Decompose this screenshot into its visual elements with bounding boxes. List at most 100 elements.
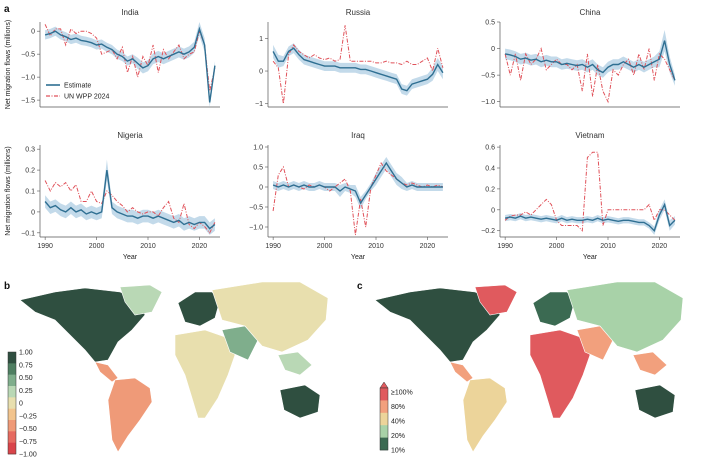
chart-russia: Russia 1 0 −1 [255, 8, 448, 108]
colorbar-b-tick-label: 0.50 [19, 375, 33, 382]
chart-vietnam: Vietnam 0.6 0.4 0.2 0 −0.2 1990 2000 2010 2020 Yea… [481, 131, 680, 261]
y-tick-label: 0 [491, 46, 495, 53]
y-tick-label: −0.5 [249, 205, 263, 212]
colorbar-b-tick-label: 0.25 [19, 388, 33, 395]
europe-landmass [532, 291, 576, 327]
y-tick-label: 0.5 [253, 165, 263, 172]
y-tick-label: −1.0 [21, 75, 35, 82]
chart-title: Vietnam [575, 131, 605, 140]
colorbar-b-swatch [8, 420, 16, 432]
series-estimate-line [504, 40, 676, 81]
colorbar-b-tick-label: −0.50 [19, 426, 37, 433]
greenland-landmass [474, 284, 518, 316]
x-tick-label: 2000 [549, 243, 565, 250]
chart-china: China 0.5 0 −0.5 −1.0 [481, 8, 680, 108]
estimate-uncertainty-band [273, 43, 443, 96]
colorbar-c-swatch [380, 425, 388, 438]
australia-landmass [634, 384, 676, 419]
y-tick-label: −1 [255, 101, 263, 108]
y-tick-label: 0 [31, 209, 35, 216]
y-axis-label: Net migration flows (millions) [5, 146, 12, 235]
greenland-landmass [119, 284, 163, 316]
y-tick-label: 0.4 [485, 166, 495, 173]
middle-east-landmass [221, 325, 259, 361]
chart-title: China [580, 8, 601, 17]
x-tick-label: 2000 [317, 243, 333, 250]
colorbar-b-tick-label: 1.00 [19, 350, 33, 357]
y-tick-label: 1.0 [253, 145, 263, 152]
x-tick-label: 1990 [497, 243, 513, 250]
panel-letter-b: b [4, 281, 10, 292]
series-un-wpp-2024-line [504, 151, 676, 232]
colorbar-c-extend-arrow [379, 381, 389, 389]
x-tick-label: 2020 [192, 243, 208, 250]
chart-iraq: Iraq 1.0 0.5 0 −0.5 −1.0 1990 2000 2010 2020 Year [249, 131, 448, 261]
x-axis-label: Year [123, 254, 138, 261]
series-estimate-line [504, 202, 676, 233]
legend-wpp-label: UN WPP 2024 [64, 94, 109, 101]
panel-letter-a: a [4, 4, 10, 15]
middle-east-landmass [576, 325, 614, 361]
series-un-wpp-2024-line [504, 47, 676, 104]
colorbar-c-tick-label: ≥100% [391, 390, 413, 397]
north-america-landmass [374, 287, 501, 363]
charts-panel-a: India 0 −0.5 −1.0 −1.5 Net migration flows (m… [5, 8, 680, 261]
chart-title: Iraq [351, 131, 365, 140]
africa-landmass [174, 329, 236, 419]
estimate-uncertainty-band [505, 199, 675, 235]
y-axis-label: Net migration flows (millions) [5, 20, 12, 109]
colorbar-b-swatch [8, 352, 16, 364]
colorbar-b-tick-label: 0.75 [19, 362, 33, 369]
legend: Estimate UN WPP 2024 [46, 83, 109, 101]
panel-letter-c: c [357, 281, 363, 292]
south-america-landmass [462, 377, 508, 453]
x-axis-label: Year [583, 254, 598, 261]
colorbar-b-swatch [8, 363, 16, 375]
y-tick-label: 0 [491, 207, 495, 214]
colorbar-c-tick-label: 40% [391, 419, 405, 426]
colorbar-b-tick-label: −0.25 [19, 413, 37, 420]
estimate-uncertainty-band [45, 22, 215, 107]
colorbar-c-swatch [380, 400, 388, 414]
colorbar-c-frame [379, 387, 389, 451]
y-tick-label: 1 [259, 36, 263, 43]
y-tick-label: −0.1 [21, 230, 35, 237]
asia-landmass [211, 281, 329, 353]
y-tick-label: −0.5 [21, 52, 35, 59]
y-tick-label: 0.2 [485, 186, 495, 193]
y-tick-label: 0 [259, 69, 263, 76]
chart-title: India [121, 8, 139, 17]
southeast-asia-landmass [632, 351, 668, 376]
series-estimate-line [44, 26, 216, 103]
colorbar-b-tick-label: −1.00 [19, 452, 37, 459]
series-estimate-line [272, 47, 444, 92]
colorbar-c-tick-label: 80% [391, 404, 405, 411]
y-tick-label: 0 [259, 185, 263, 192]
southeast-asia-landmass [277, 351, 313, 376]
central-america-landmass [94, 361, 119, 383]
chart-title: Nigeria [117, 131, 143, 140]
world-map-b [19, 281, 329, 453]
x-tick-label: 2000 [89, 243, 105, 250]
x-tick-label: 2010 [368, 243, 384, 250]
africa-landmass [529, 329, 591, 419]
x-tick-label: 2020 [652, 243, 668, 250]
x-tick-label: 2020 [420, 243, 436, 250]
asia-landmass [566, 281, 684, 353]
y-tick-label: 0.3 [25, 147, 35, 154]
colorbar-b-tick-label: 0 [19, 401, 23, 408]
x-tick-label: 1990 [265, 243, 281, 250]
colorbar-b-frame [7, 351, 17, 455]
x-tick-label: 2010 [140, 243, 156, 250]
x-tick-label: 1990 [37, 243, 53, 250]
australia-landmass [279, 384, 321, 419]
y-tick-label: −0.5 [481, 73, 495, 80]
chart-title: Russia [346, 8, 371, 17]
estimate-uncertainty-band [45, 159, 215, 235]
colorbar-c-swatch [380, 437, 388, 451]
colorbar-b: 1.00 0.75 0.50 0.25 0 −0.25 −0.50 −0.75 −1.00 [7, 350, 37, 459]
series-un-wpp-2024-line [44, 24, 216, 92]
north-america-landmass [19, 287, 146, 363]
y-tick-label: −0.2 [481, 228, 495, 235]
